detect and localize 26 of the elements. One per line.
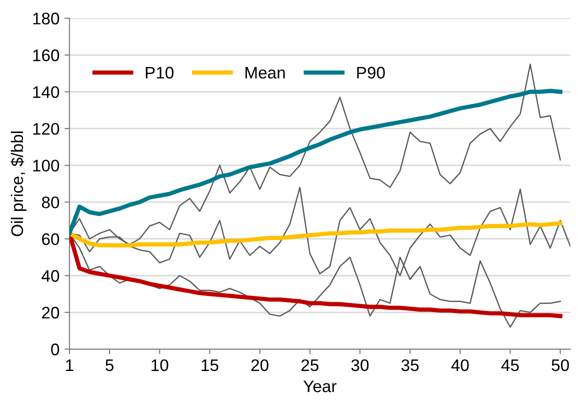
x-tick-label: 35	[401, 359, 419, 372]
x-tick-label: 10	[152, 359, 168, 372]
x-tick-label: 40	[451, 359, 469, 372]
legend-label: Mean	[246, 66, 285, 79]
x-axis-title: Year	[303, 380, 336, 392]
y-tick-label: 80	[42, 196, 60, 208]
x-tick-label: 20	[251, 359, 268, 372]
legend-label: P90	[357, 66, 385, 79]
y-tick-label: 180	[33, 12, 60, 24]
x-tick-label: 45	[501, 359, 519, 372]
y-tick-label: 60	[42, 233, 60, 246]
x-tick-label: 15	[202, 359, 218, 372]
x-tick-label: 1	[66, 359, 74, 371]
y-tick-label: 40	[42, 270, 60, 282]
y-tick-label: 0	[51, 344, 60, 356]
x-tick-label: 5	[106, 359, 114, 372]
x-tick-label: 50	[552, 359, 569, 372]
y-tick-label: 140	[33, 86, 60, 98]
y-tick-label: 100	[33, 160, 60, 172]
y-axis-title: Oil price, $/bbl	[10, 132, 26, 236]
y-tick-label: 160	[33, 49, 60, 62]
y-tick-label: 120	[33, 122, 60, 135]
legend-label: P10	[146, 66, 174, 79]
y-tick-label: 20	[42, 306, 60, 319]
x-tick-label: 30	[351, 359, 369, 372]
x-tick-label: 25	[301, 359, 318, 372]
